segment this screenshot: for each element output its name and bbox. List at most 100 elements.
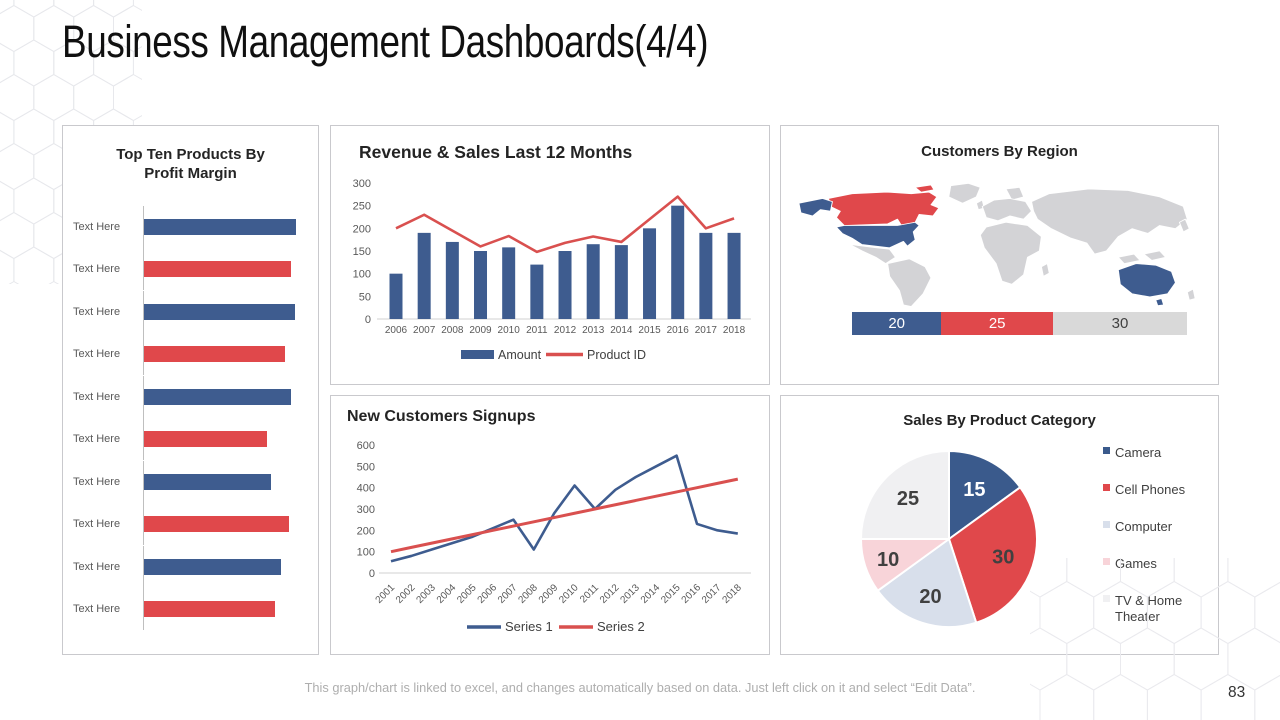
bar-track [143, 460, 308, 503]
bar-track [143, 375, 308, 418]
amount-bar-2016 [671, 205, 685, 319]
legend-label-5: Theater [1115, 609, 1160, 624]
panel-revenue-sales: Revenue & Sales Last 12 Months 0 50 100 150… [330, 125, 770, 385]
profit-bar-row: Text Here [73, 587, 308, 630]
profit-bar [144, 473, 271, 490]
profit-bar-row: Text Here [73, 503, 308, 546]
hexagon-shape [53, 0, 95, 18]
new-customers-chart[interactable]: 0100200300400500600200120022003200420052… [331, 396, 769, 654]
hexagon-shape [13, 246, 55, 284]
hexagon-shape [0, 42, 15, 84]
bar-category-label: Text Here [73, 221, 121, 233]
x-tick-label: 2016 [667, 325, 690, 336]
chart-title-customers-region: Customers By Region [921, 143, 1078, 160]
bar-track [143, 333, 308, 376]
hexagon-shape [0, 211, 35, 260]
world-map[interactable] [793, 181, 1207, 316]
pie-slice-computer [876, 538, 978, 628]
pie-data-label: 10 [877, 549, 899, 571]
y-tick-label: 600 [357, 440, 375, 452]
map-south-america [887, 258, 932, 307]
map-new-zealand [1186, 288, 1196, 301]
map-tasmania [1155, 298, 1165, 307]
region-segment-20: 20 [852, 312, 942, 335]
profit-bar [144, 219, 296, 235]
x-tick-label: 2017 [700, 582, 724, 606]
x-tick-label: 2006 [385, 325, 408, 336]
y-tick-label: 0 [365, 314, 371, 326]
map-indonesia [1117, 253, 1141, 264]
region-segment-30: 30 [1052, 312, 1187, 335]
x-tick-label: 2006 [476, 582, 500, 606]
x-tick-label: 2008 [516, 582, 540, 606]
y-tick-label: 200 [357, 525, 375, 537]
legend-label-2: Cell Phones [1115, 482, 1186, 497]
pie-slice-camera [948, 450, 1022, 540]
x-tick-label: 2010 [557, 582, 581, 606]
bar-track [143, 248, 308, 291]
amount-bar-2010 [502, 247, 516, 319]
x-tick-label: 2018 [720, 582, 744, 606]
x-tick-label: 2016 [680, 582, 704, 606]
pie-slice-tv-home-theater [860, 450, 950, 540]
bar-track [143, 587, 308, 630]
amount-bar-2009 [474, 251, 488, 319]
series-line-2 [390, 477, 739, 554]
map-mexico [849, 244, 897, 264]
series-line-1 [390, 454, 739, 563]
profit-bar-row: Text Here [73, 545, 308, 588]
y-tick-label: 300 [357, 504, 375, 516]
hexagon-shape [0, 73, 35, 122]
legend-swatch-2 [1103, 484, 1110, 491]
profit-bar [144, 303, 295, 320]
profit-margin-chart[interactable]: Text Here Text Here Text Here Text Here Text… [73, 206, 308, 630]
bar-category-label: Text Here [73, 602, 121, 615]
hexagon-shape [113, 73, 142, 122]
hexagon-shape [0, 180, 15, 222]
x-tick-label: 2011 [578, 582, 601, 605]
map-canada [827, 191, 940, 226]
profit-bar-row: Text Here [73, 460, 308, 503]
map-japan [1178, 218, 1190, 233]
profit-bar [144, 516, 290, 533]
hexagon-shape [1254, 581, 1280, 644]
y-tick-label: 150 [353, 246, 371, 258]
hexagon-shape [93, 0, 134, 18]
legend-label-4: Games [1115, 556, 1157, 571]
x-tick-label: 2009 [469, 325, 492, 336]
legend-label-series-2: Series 2 [597, 619, 645, 634]
panel-sales-category: Sales By Product Category 15 30 20 10 25 Came… [780, 395, 1219, 655]
hexagon-shape [0, 4, 35, 53]
region-stacked-bar[interactable]: 20 25 30 [852, 312, 1187, 335]
revenue-sales-chart[interactable]: 0 50 100 150 200 250 300 2006 2007 2008 2009 2010 20… [331, 126, 769, 384]
amount-bar-2014 [614, 245, 628, 319]
bar-track [143, 290, 308, 333]
legend-swatch-3 [1103, 521, 1110, 528]
bar-category-label: Text Here [73, 518, 121, 531]
x-tick-label: 2002 [394, 582, 418, 606]
bar-category-label: Text Here [73, 348, 121, 361]
map-africa [979, 221, 1042, 285]
hexagon-shape [13, 39, 55, 87]
sales-category-pie-chart[interactable]: 15 30 20 10 25 Camera Cell Phones Computer Games… [781, 396, 1219, 654]
amount-bar-2015 [643, 228, 657, 319]
y-tick-label: 250 [353, 201, 371, 213]
x-tick-label: 2009 [537, 582, 561, 606]
hexagon-shape [0, 249, 15, 284]
bar-track [143, 545, 308, 588]
legend-swatch-amount [461, 350, 494, 359]
amount-bar-2007 [417, 232, 431, 319]
panel-customers-region: Customers By Region [780, 125, 1219, 385]
y-tick-label: 300 [353, 178, 371, 190]
pie-data-label: 30 [992, 547, 1014, 569]
hexagon-shape [13, 177, 55, 225]
x-tick-label: 2007 [413, 325, 436, 336]
x-tick-label: 2014 [610, 325, 633, 336]
hexagon-shape [1227, 558, 1280, 598]
map-united-states [835, 221, 920, 249]
chart-title-revenue-sales: Revenue & Sales Last 12 Months [359, 142, 633, 162]
profit-bar [144, 346, 286, 363]
profit-bar-row: Text Here [73, 206, 308, 248]
profit-bar-row: Text Here [73, 290, 308, 333]
